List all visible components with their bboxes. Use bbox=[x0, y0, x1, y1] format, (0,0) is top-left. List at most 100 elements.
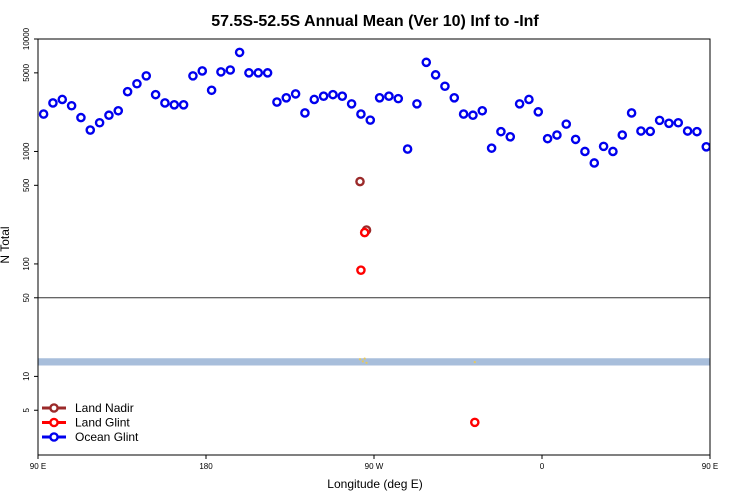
data-point bbox=[701, 142, 710, 152]
data-point bbox=[626, 108, 637, 118]
legend-marker bbox=[49, 417, 59, 428]
land-speck bbox=[358, 358, 362, 361]
data-point bbox=[272, 97, 282, 107]
data-point bbox=[178, 99, 189, 110]
data-point bbox=[384, 91, 394, 102]
data-point bbox=[692, 126, 702, 137]
x-tick-label: 90 E bbox=[30, 462, 46, 471]
data-point bbox=[365, 115, 376, 125]
data-point bbox=[94, 117, 105, 128]
data-point bbox=[580, 146, 590, 157]
y-axis-label: N Total bbox=[0, 226, 12, 263]
land-speck bbox=[473, 360, 476, 364]
data-point bbox=[244, 68, 254, 78]
data-point bbox=[421, 57, 432, 68]
data-point bbox=[169, 99, 180, 110]
data-point bbox=[206, 85, 217, 96]
legend-label: Land Nadir bbox=[75, 401, 134, 415]
data-point bbox=[337, 91, 348, 102]
data-point bbox=[740, 103, 747, 110]
data-point bbox=[598, 141, 609, 152]
data-point bbox=[430, 70, 441, 80]
x-tick-label: 0 bbox=[540, 462, 545, 471]
y-tick-label: 1000 bbox=[22, 142, 31, 160]
data-point bbox=[514, 99, 525, 109]
data-point bbox=[617, 130, 628, 140]
data-point bbox=[113, 105, 124, 116]
data-point bbox=[318, 91, 329, 102]
plot-frame bbox=[37, 38, 711, 456]
data-point bbox=[253, 68, 264, 78]
data-point bbox=[469, 417, 480, 428]
data-point bbox=[234, 47, 245, 58]
data-point bbox=[281, 93, 292, 103]
data-point bbox=[682, 126, 693, 136]
legend-label: Land Glint bbox=[75, 416, 130, 430]
data-point bbox=[393, 93, 404, 104]
x-axis-label: Longitude (deg E) bbox=[327, 477, 422, 491]
legend-marker bbox=[49, 432, 59, 442]
data-point bbox=[449, 93, 460, 103]
data-point bbox=[570, 134, 581, 145]
y-tick-label: 50 bbox=[22, 293, 31, 302]
axes-layer: 90 E 180 90 W 0 90 E 5 10 50 100 500 1000 5000 10000 bbox=[22, 27, 718, 471]
data-point bbox=[290, 89, 301, 99]
data-point bbox=[654, 115, 665, 126]
data-point bbox=[496, 126, 506, 137]
data-point bbox=[664, 118, 674, 129]
legend-marker bbox=[49, 403, 59, 413]
data-point bbox=[216, 67, 226, 77]
x-tick-label: 90 W bbox=[365, 462, 384, 471]
data-point bbox=[38, 109, 49, 119]
y-tick-label: 10 bbox=[22, 371, 31, 380]
land-dots-layer bbox=[358, 357, 476, 364]
x-tick-label: 90 E bbox=[702, 462, 718, 471]
data-point bbox=[412, 99, 422, 109]
plot-border bbox=[37, 38, 711, 456]
data-point bbox=[355, 176, 365, 187]
data-point bbox=[477, 105, 488, 116]
series-land-glint bbox=[356, 227, 480, 428]
y-tick-label: 10000 bbox=[22, 27, 31, 50]
data-point bbox=[160, 98, 170, 108]
data-point bbox=[104, 110, 114, 121]
legend-entry: Land Nadir bbox=[42, 401, 134, 415]
series-layer bbox=[38, 47, 747, 428]
x-tick-label: 180 bbox=[199, 462, 213, 471]
band-layer bbox=[38, 358, 710, 366]
data-point bbox=[468, 110, 478, 121]
legend-entry: Ocean Glint bbox=[42, 430, 139, 444]
data-point bbox=[225, 65, 236, 75]
data-point bbox=[440, 81, 450, 92]
data-point bbox=[300, 108, 310, 118]
shaded-band bbox=[38, 358, 710, 366]
data-point bbox=[328, 89, 338, 100]
y-tick-label: 500 bbox=[22, 178, 31, 192]
data-point bbox=[141, 71, 152, 81]
y-tick-label: 5 bbox=[22, 407, 31, 412]
y-tick-label: 5000 bbox=[22, 63, 31, 81]
land-speck bbox=[361, 360, 364, 363]
data-point bbox=[458, 109, 469, 119]
data-point bbox=[150, 89, 161, 100]
data-point bbox=[524, 94, 534, 105]
legend-entry: Land Glint bbox=[42, 416, 130, 430]
data-point bbox=[589, 158, 600, 168]
data-point bbox=[636, 126, 646, 136]
chart-title: 57.5S-52.5S Annual Mean (Ver 10) Inf to … bbox=[211, 13, 539, 30]
land-speck bbox=[363, 357, 366, 360]
data-point bbox=[356, 265, 366, 275]
data-point bbox=[721, 99, 728, 106]
data-point bbox=[561, 119, 572, 129]
data-point bbox=[731, 97, 738, 104]
data-point bbox=[505, 132, 516, 142]
land-speck bbox=[365, 361, 368, 364]
data-point bbox=[356, 109, 366, 119]
data-point bbox=[533, 107, 544, 117]
data-point bbox=[608, 146, 618, 157]
data-point bbox=[57, 94, 68, 105]
data-point bbox=[673, 117, 684, 128]
data-point bbox=[645, 126, 656, 137]
